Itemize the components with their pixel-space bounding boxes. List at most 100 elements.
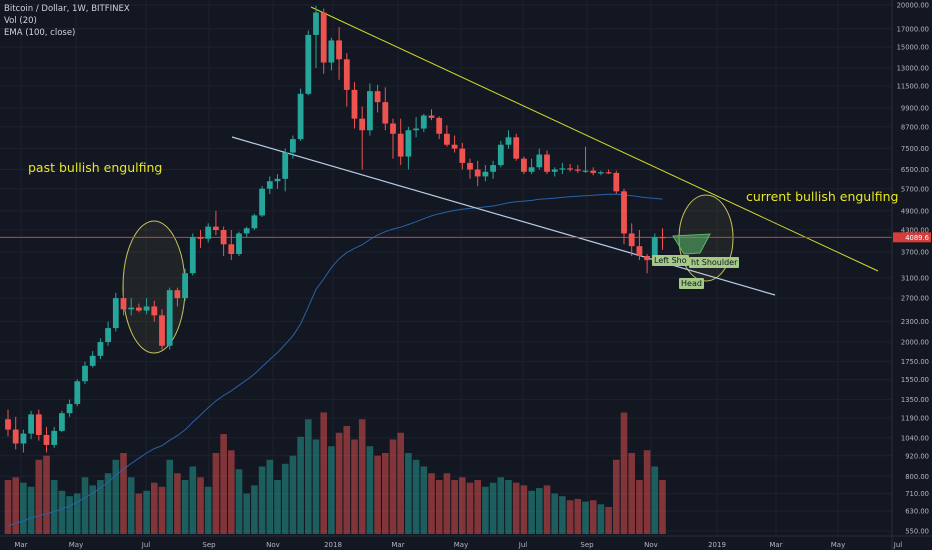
volume-bar <box>166 459 173 534</box>
candle-body <box>497 144 504 166</box>
price-axis <box>892 0 932 550</box>
candle-body <box>136 307 142 311</box>
candle-body <box>20 433 27 444</box>
candle-body <box>143 306 150 311</box>
candle-body <box>467 162 473 170</box>
candle-body <box>636 246 643 256</box>
candle-body <box>290 139 296 153</box>
volume-bar <box>43 455 50 534</box>
last-price-label-bg <box>893 232 931 243</box>
candle-body <box>228 244 235 254</box>
volume-bar <box>566 500 574 534</box>
ema-indicator-label[interactable]: EMA (100, close) <box>4 28 76 38</box>
candle-body <box>166 290 173 346</box>
price-tick-label: 9900.00 <box>901 105 929 113</box>
price-tick-label: 5700.00 <box>901 185 929 193</box>
candle-body <box>359 118 366 131</box>
price-tick-label: 11500.00 <box>897 83 929 91</box>
volume-bar <box>343 426 351 534</box>
candle-body <box>105 328 111 343</box>
candle-body <box>559 168 566 170</box>
candle-body <box>189 236 196 274</box>
candle-body <box>251 215 258 229</box>
volume-bar <box>35 459 43 534</box>
candle-body <box>420 115 427 129</box>
volume-bar <box>58 490 66 534</box>
volume-bar <box>189 466 197 534</box>
volume-bar <box>512 482 520 534</box>
volume-bar <box>274 480 281 534</box>
candle-body <box>259 188 265 216</box>
price-tick-label: 4300.00 <box>901 227 929 235</box>
candle-body <box>328 40 335 63</box>
price-tick-label: 1750.00 <box>901 358 929 366</box>
ema-line <box>7 193 663 527</box>
price-tick-label: 630.00 <box>905 508 929 516</box>
price-tick-label: 15000.00 <box>897 44 929 52</box>
volume-bar <box>320 412 327 534</box>
volume-bar <box>366 446 374 534</box>
candle-body <box>428 115 435 118</box>
volume-bar <box>212 453 220 534</box>
volume-bar <box>466 482 474 534</box>
candle-body <box>482 171 489 177</box>
volume-bar <box>613 459 620 534</box>
candle-body <box>382 102 389 124</box>
time-tick-label: Mar <box>391 541 404 549</box>
candle-body <box>644 255 650 261</box>
volume-bar <box>312 439 320 534</box>
candle-body <box>274 178 281 182</box>
time-tick-label: Jul <box>518 541 528 549</box>
candle-body <box>128 307 135 310</box>
candle-body <box>367 91 373 131</box>
volume-bar <box>651 466 659 534</box>
price-tick-label: 7500.00 <box>901 145 929 153</box>
candle-body <box>390 123 396 134</box>
candle-body <box>505 137 512 145</box>
candle-body <box>320 12 327 63</box>
volume-bar <box>382 453 389 534</box>
volume-bar <box>12 477 19 534</box>
volume-bar <box>420 466 428 534</box>
candle-body <box>297 93 304 140</box>
price-tick-label: 3100.00 <box>901 274 929 282</box>
price-tick-label: 20000.00 <box>897 2 929 10</box>
candle-body <box>651 236 658 261</box>
price-tick-label: 3700.00 <box>901 249 929 257</box>
candle-body <box>159 315 165 346</box>
price-tick-label: 1550.00 <box>901 376 929 384</box>
volume-bar <box>505 480 512 534</box>
symbol-title: Bitcoin / Dollar, 1W, BITFINEX <box>4 4 130 14</box>
candle-body <box>59 413 65 431</box>
volume-bar <box>66 496 73 534</box>
candle-body <box>336 40 342 60</box>
candle-body <box>236 233 242 254</box>
volume-bar <box>305 419 312 534</box>
candle-body <box>213 226 219 230</box>
volume-bar <box>135 493 143 534</box>
price-tick-label: 2300.00 <box>901 318 929 326</box>
volume-bar <box>389 439 397 534</box>
volume-bar <box>258 466 266 534</box>
volume-bar <box>435 480 443 534</box>
candle-body <box>574 169 581 171</box>
volume-bar <box>543 485 551 534</box>
left-shoulder-tag: Left Sho <box>652 255 689 266</box>
candle-body <box>351 89 358 119</box>
candle-body <box>12 429 19 444</box>
last-price-label: 4089.6 <box>905 234 929 242</box>
volume-bar <box>97 480 104 534</box>
time-tick-label: May <box>454 541 468 549</box>
candle-body <box>621 191 627 234</box>
candle-body <box>628 233 635 247</box>
volume-indicator-label[interactable]: Vol (20) <box>4 16 37 26</box>
candle-body <box>474 169 481 177</box>
candle-body <box>521 158 527 172</box>
volume-bar <box>412 459 420 534</box>
volume-bar <box>204 486 212 534</box>
volume-bar <box>74 493 81 534</box>
candle-body <box>343 59 350 90</box>
candle-body <box>513 137 520 159</box>
volume-bar <box>158 486 166 534</box>
